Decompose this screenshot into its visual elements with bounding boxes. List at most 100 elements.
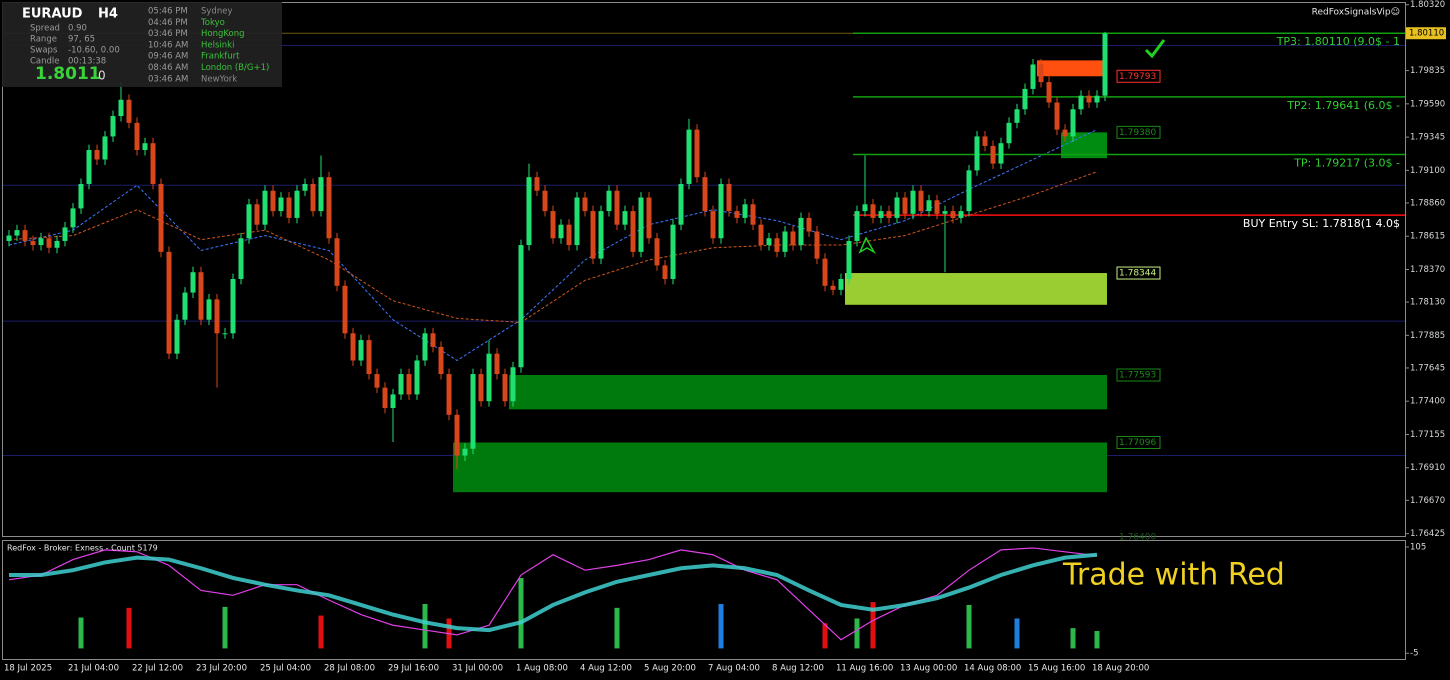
- candle-body: [30, 240, 36, 246]
- y-tick-label: 1.80320: [1410, 0, 1445, 10]
- candle-body: [54, 240, 60, 248]
- current-price-box: [1406, 27, 1446, 40]
- candle-body: [678, 183, 684, 225]
- candle-body: [918, 190, 924, 212]
- candle-body: [302, 183, 308, 191]
- candle-body: [518, 245, 524, 368]
- candle-body: [326, 177, 332, 239]
- trade-line-label: TP2: 1.79641 (6.0$ -: [1286, 99, 1400, 112]
- candle-body: [550, 211, 556, 239]
- candle-body: [662, 265, 668, 280]
- zone-label: 1.77593: [1119, 371, 1156, 381]
- candle-body: [718, 183, 724, 239]
- candle-body: [470, 374, 476, 449]
- trade-line-label: TP3: 1.80110 (9.0$ - 1: [1276, 35, 1400, 48]
- x-tick-label: 5 Aug 20:00: [644, 664, 696, 674]
- candle-body: [94, 150, 100, 160]
- candle-body: [1038, 64, 1044, 83]
- y-tick-label: 1.78130: [1410, 298, 1445, 308]
- zone-label-box: [1116, 69, 1161, 83]
- candle-body: [542, 190, 548, 212]
- trade-line-label: TP: 1.79217 (3.0$ -: [1293, 156, 1400, 169]
- session-time: 08:46 AM: [148, 63, 188, 73]
- info-key: Spread: [30, 24, 60, 34]
- candle-body: [982, 136, 988, 146]
- candle-body: [798, 217, 804, 246]
- session-city: HongKong: [201, 29, 245, 39]
- candle-body: [166, 251, 172, 354]
- candle-body: [862, 204, 868, 212]
- info-value: 97, 65: [68, 35, 95, 45]
- info-value: 00:13:38: [68, 57, 106, 67]
- candle-body: [630, 211, 636, 252]
- signal-bar: [614, 607, 620, 649]
- y-tick-label: 1.78370: [1410, 265, 1445, 275]
- x-tick-label: 22 Jul 12:00: [132, 664, 183, 674]
- candle-body: [526, 177, 532, 246]
- candle-body: [998, 143, 1004, 164]
- candle-body: [606, 190, 612, 212]
- candle-body: [142, 143, 148, 151]
- info-value: 0.90: [68, 24, 87, 34]
- candle-body: [782, 231, 788, 252]
- x-tick-label: 25 Jul 04:00: [260, 664, 311, 674]
- moving-average: [8, 129, 1098, 362]
- candle-body: [854, 211, 860, 241]
- signal-bar: [78, 617, 84, 649]
- candle-body: [198, 272, 204, 320]
- candle-body: [334, 238, 340, 286]
- candle-body: [1094, 95, 1100, 103]
- candle-body: [654, 238, 660, 266]
- candle-body: [1006, 122, 1012, 144]
- y-tick-label: 1.77400: [1410, 397, 1445, 407]
- candle-body: [886, 211, 892, 218]
- candle-body: [846, 240, 852, 280]
- session-city: NewYork: [201, 74, 237, 84]
- candle-body: [118, 99, 124, 117]
- candle-body: [414, 360, 420, 395]
- candle-body: [38, 238, 44, 246]
- y-tick-label: 1.76425: [1410, 529, 1445, 539]
- oscillator-line: [9, 552, 1098, 633]
- candle-body: [774, 238, 780, 252]
- candle-body: [6, 235, 12, 241]
- x-tick-label: 11 Aug 16:00: [836, 664, 893, 674]
- candle-body: [238, 238, 244, 280]
- candle-body: [534, 177, 540, 191]
- trade-line-label: SL: 1.7818(1 4.0$: [1302, 217, 1400, 230]
- candle-body: [582, 197, 588, 212]
- candle-body: [182, 292, 188, 320]
- indicator-panel-border: [2, 540, 1406, 660]
- zone-label-box: [1116, 266, 1161, 280]
- x-tick-label: 29 Jul 16:00: [388, 664, 439, 674]
- candle-body: [1102, 33, 1108, 96]
- candle-body: [710, 211, 716, 239]
- session-time: 10:46 AM: [148, 40, 188, 50]
- x-tick-label: 18 Aug 20:00: [1092, 664, 1149, 674]
- plot-layer: 1.79793 1.79380 1.78344 1.77593 1.77096 1.764…: [3, 0, 1446, 674]
- y-tick-label: 1.79345: [1410, 133, 1445, 143]
- zone-label: 1.79793: [1119, 72, 1156, 82]
- zone: [1037, 60, 1107, 77]
- x-tick-label: 4 Aug 12:00: [580, 664, 632, 674]
- x-tick-label: 28 Jul 08:00: [324, 664, 375, 674]
- candle-body: [366, 340, 372, 375]
- candle-body: [462, 448, 468, 456]
- signal-bar: [966, 604, 972, 649]
- candle-body: [910, 190, 916, 214]
- y-tick-label: 1.76910: [1410, 463, 1445, 473]
- candle-body: [502, 374, 508, 402]
- candle-body: [566, 224, 572, 246]
- candle-body: [726, 183, 732, 212]
- y-tick-label: 1.77645: [1410, 363, 1445, 373]
- candle-body: [174, 319, 180, 354]
- candle-body: [1022, 88, 1028, 110]
- signal-bar: [1014, 618, 1020, 649]
- signal-bar: [422, 603, 428, 649]
- candle-body: [262, 190, 268, 225]
- candle-body: [342, 285, 348, 334]
- candle-body: [126, 99, 132, 123]
- candle-body: [150, 143, 156, 184]
- candle-body: [934, 200, 940, 214]
- session-time: 03:46 PM: [148, 29, 188, 39]
